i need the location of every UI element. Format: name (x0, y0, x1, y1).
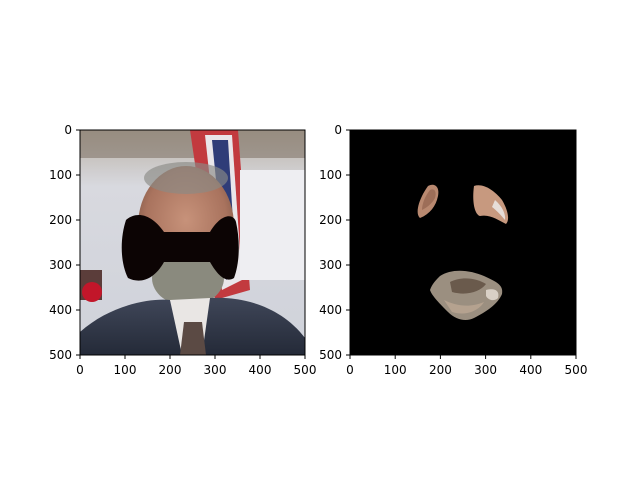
x-tick-label: 400 (249, 363, 272, 377)
y-axis-right: 0 100 200 300 400 500 (319, 123, 350, 362)
y-tick-label: 100 (319, 168, 342, 182)
mask-panel: 0 100 200 300 400 500 0 100 200 300 400 500 (319, 123, 587, 377)
x-tick-label: 200 (429, 363, 452, 377)
x-tick-label: 200 (159, 363, 182, 377)
eye-mask (121, 215, 239, 281)
photo-panel: 0 100 200 300 400 500 0 100 200 300 400 500 (49, 123, 316, 377)
y-tick-label: 0 (64, 123, 72, 137)
x-tick-label: 100 (114, 363, 137, 377)
y-tick-label: 400 (49, 303, 72, 317)
x-tick-label: 300 (474, 363, 497, 377)
right-eye-patch (473, 185, 509, 224)
x-tick-label: 500 (565, 363, 588, 377)
y-tick-label: 200 (49, 213, 72, 227)
y-tick-label: 100 (49, 168, 72, 182)
y-tick-label: 500 (49, 348, 72, 362)
y-axis-left: 0 100 200 300 400 500 (49, 123, 80, 362)
x-tick-label: 500 (294, 363, 317, 377)
y-tick-label: 0 (334, 123, 342, 137)
y-tick-label: 300 (49, 258, 72, 272)
y-tick-label: 200 (319, 213, 342, 227)
x-axis-left: 0 100 200 300 400 500 (76, 355, 316, 377)
x-tick-label: 100 (384, 363, 407, 377)
x-tick-label: 300 (204, 363, 227, 377)
y-tick-label: 400 (319, 303, 342, 317)
x-tick-label: 0 (346, 363, 354, 377)
x-axis-right: 0 100 200 300 400 500 (346, 355, 587, 377)
x-tick-label: 0 (76, 363, 84, 377)
y-tick-label: 500 (319, 348, 342, 362)
y-tick-label: 300 (319, 258, 342, 272)
x-tick-label: 400 (519, 363, 542, 377)
photo-image (80, 130, 305, 355)
mask-image (350, 130, 576, 355)
